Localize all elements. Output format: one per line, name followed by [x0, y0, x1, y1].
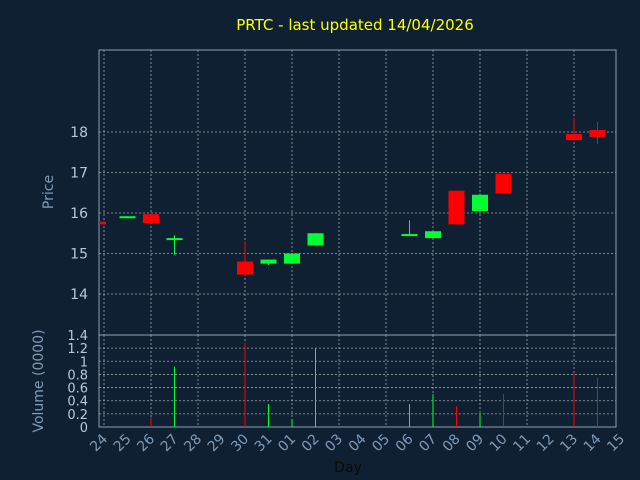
day-tick-label: 12	[534, 431, 558, 455]
day-tick-label: 15	[604, 431, 628, 455]
candle-body	[589, 129, 606, 137]
day-tick-label: 10	[487, 431, 511, 455]
candle-body	[284, 253, 300, 264]
day-tick-label: 03	[322, 431, 346, 455]
volume-tick-label: 1.2	[67, 342, 88, 357]
volume-tick-label: 0	[80, 421, 88, 436]
day-tick-label: 26	[134, 431, 158, 455]
candle-body	[99, 221, 106, 225]
volume-tick-label: 0.4	[67, 395, 88, 410]
volume-axis-ticks: 00.20.40.60.811.21.4	[67, 329, 88, 436]
day-tick-label: 28	[181, 431, 205, 455]
candle-body	[566, 134, 582, 141]
price-gridlines	[99, 50, 616, 335]
day-tick-label: 02	[299, 431, 323, 455]
volume-axis-label: Volume (0000)	[31, 329, 47, 432]
price-candles	[99, 117, 606, 276]
candle-body	[166, 238, 183, 241]
volume-tick-label: 1.4	[67, 329, 88, 344]
candle-body	[495, 173, 512, 194]
day-tick-label: 13	[557, 431, 581, 455]
day-tick-label: 05	[369, 431, 393, 455]
candle-body	[237, 261, 253, 275]
day-tick-label: 31	[252, 431, 276, 455]
volume-tick-label: 1	[80, 355, 88, 370]
candle-body	[425, 231, 441, 239]
volume-bars	[150, 342, 598, 427]
day-tick-label: 01	[275, 431, 299, 455]
volume-panel-frame	[98, 334, 617, 428]
day-tick-label: 14	[581, 431, 605, 455]
candle-body	[472, 194, 488, 211]
day-tick-label: 06	[393, 431, 417, 455]
volume-tick-label: 0.2	[67, 408, 88, 423]
day-tick-label: 24	[87, 431, 111, 455]
price-panel-frame	[98, 49, 617, 336]
price-tick-label: 17	[70, 166, 88, 182]
candle-body	[401, 234, 418, 237]
price-axis-label: Price	[41, 175, 57, 209]
day-tick-label: 07	[416, 431, 440, 455]
candle-body	[119, 216, 136, 219]
day-tick-label: 11	[510, 431, 534, 455]
day-tick-label: 30	[228, 431, 252, 455]
volume-tick-label: 0.8	[67, 368, 88, 383]
candle-body	[307, 233, 324, 246]
day-tick-label: 09	[463, 431, 487, 455]
day-tick-label: 29	[205, 431, 229, 455]
candle-body	[448, 190, 465, 225]
volume-tick-label: 0.6	[67, 382, 88, 397]
day-tick-label: 08	[440, 431, 464, 455]
price-tick-label: 15	[70, 247, 88, 263]
price-axis-ticks: 14 15 16 17 18	[70, 125, 88, 303]
volume-gridlines	[99, 335, 616, 427]
candle-body	[143, 214, 159, 224]
day-tick-label: 27	[158, 431, 182, 455]
day-axis-label: Day	[334, 460, 362, 476]
price-tick-label: 14	[70, 287, 88, 303]
day-axis-ticks: 24 25 26 27 28 29 30 31 01 02 03 04 05 06 07 08 09 10 11 12…	[87, 431, 628, 455]
day-tick-label: 25	[111, 431, 135, 455]
day-tick-label: 04	[346, 431, 370, 455]
price-tick-label: 16	[70, 206, 88, 222]
price-tick-label: 18	[70, 125, 88, 141]
chart-title: PRTC - last updated 14/04/2026	[236, 16, 474, 34]
candle-body	[260, 259, 277, 264]
